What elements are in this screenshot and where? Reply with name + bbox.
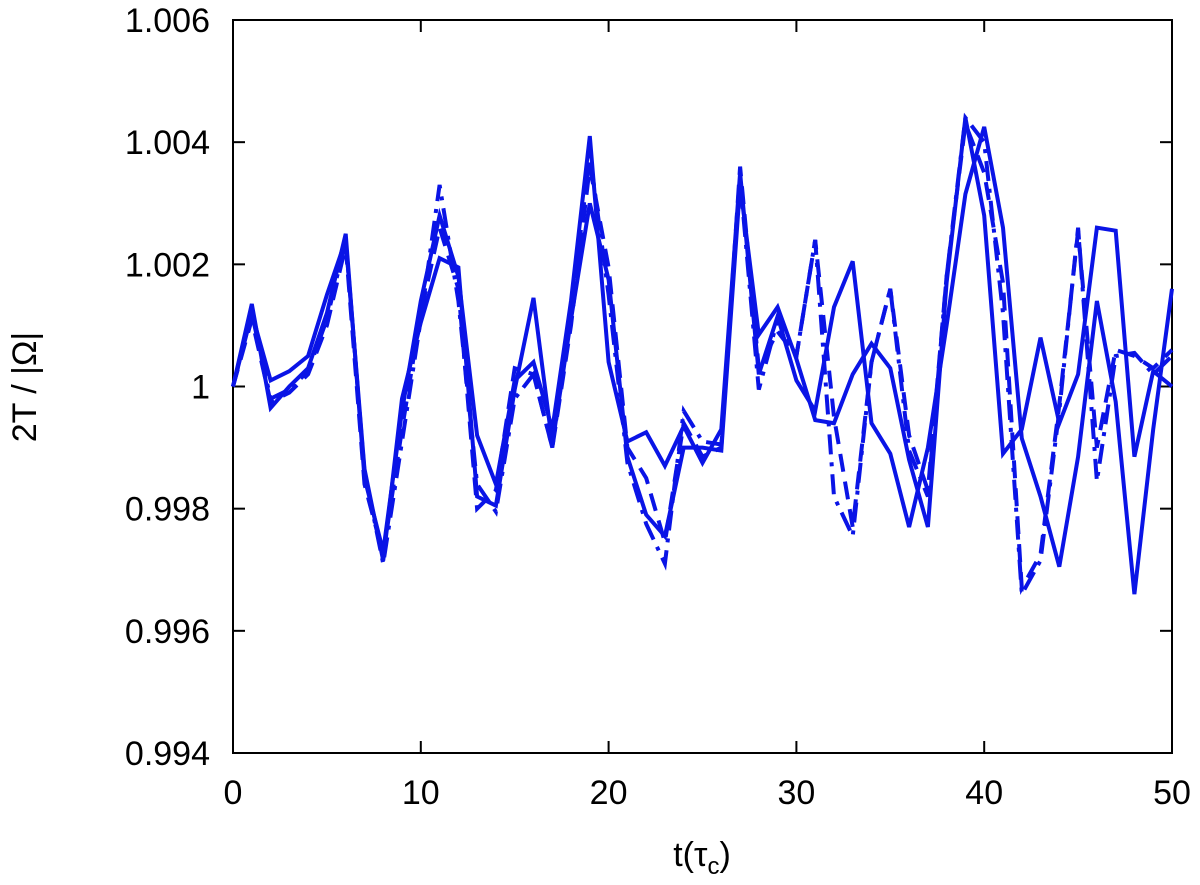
y-tick-label: 0.994 <box>125 735 210 773</box>
y-tick-label: 1.004 <box>125 124 210 162</box>
x-tick-label: 10 <box>402 774 440 812</box>
y-tick-label: 0.996 <box>125 613 210 651</box>
x-tick-label: 40 <box>965 774 1003 812</box>
series-layer <box>231 112 1174 602</box>
tick-labels: 0 10 20 30 40 50 0.994 0.996 0.998 1 1.002 1.004 1.0… <box>125 2 1191 812</box>
y-tick-label: 1.002 <box>125 246 210 284</box>
x-tick-label: 0 <box>224 774 243 812</box>
x-axis-label: t(τc) <box>673 836 731 880</box>
y-tick-label: 0.998 <box>125 491 210 529</box>
series-line-2 <box>231 117 1174 562</box>
axis-ticks <box>232 19 1173 754</box>
y-tick-label: 1 <box>191 369 210 407</box>
x-tick-label: 50 <box>1153 774 1191 812</box>
x-tick-label: 30 <box>777 774 815 812</box>
y-tick-label: 1.006 <box>125 2 210 40</box>
x-tick-label: 20 <box>590 774 628 812</box>
y-axis-label: 2T / |Ω| <box>6 332 44 442</box>
series-line-4 <box>231 112 1174 602</box>
